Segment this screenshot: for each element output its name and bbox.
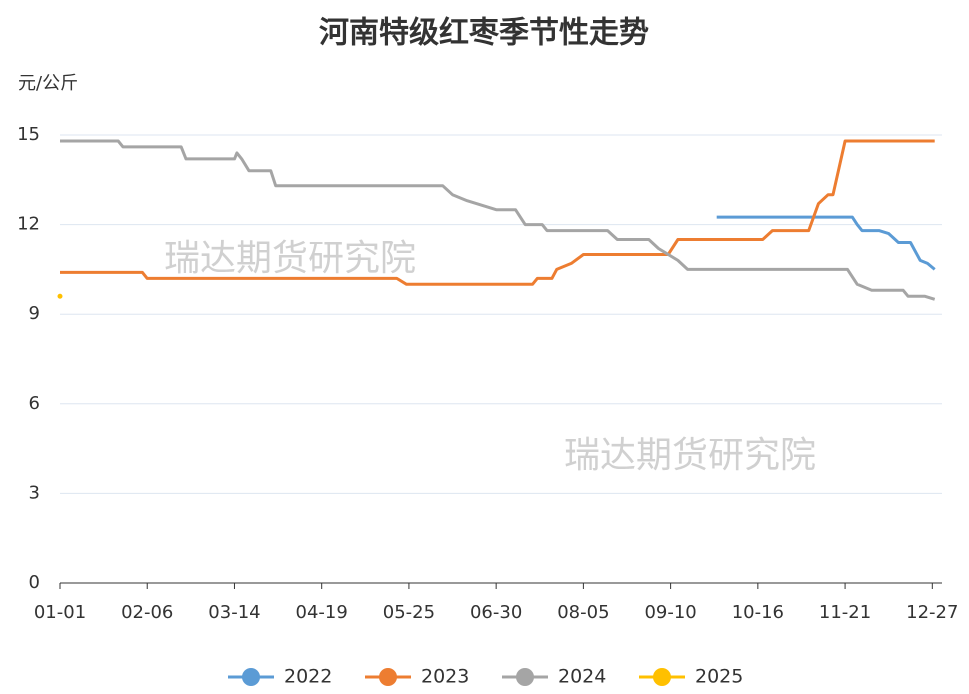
x-tick-label: 01-01 — [34, 602, 86, 623]
chart-title: 河南特级红枣季节性走势 — [319, 16, 649, 51]
y-tick-label: 9 — [29, 303, 40, 324]
series-line — [60, 139, 935, 286]
x-tick-label: 02-06 — [121, 602, 173, 623]
watermark: 瑞达期货研究院 — [564, 435, 816, 476]
legend-label: 2025 — [695, 666, 743, 688]
x-tick-label: 04-19 — [296, 602, 348, 623]
series-line — [60, 139, 936, 301]
x-tick-label: 10-16 — [732, 602, 784, 623]
legend-swatch — [516, 668, 534, 686]
x-tick-label: 11-21 — [819, 602, 871, 623]
legend-swatch — [653, 668, 671, 686]
legend-swatch — [242, 668, 260, 686]
x-tick-label: 12-27 — [906, 602, 958, 623]
watermark: 瑞达期货研究院 — [164, 238, 416, 279]
y-tick-label: 15 — [17, 124, 40, 145]
y-tick-label: 12 — [17, 214, 40, 235]
legend-label: 2024 — [558, 666, 606, 688]
y-tick-label: 0 — [29, 572, 40, 593]
legend-label: 2023 — [421, 666, 469, 688]
series-line — [716, 215, 936, 271]
x-tick-label: 06-30 — [470, 602, 522, 623]
x-tick-label: 08-05 — [557, 602, 609, 623]
legend-label: 2022 — [284, 666, 332, 688]
y-tick-label: 3 — [29, 482, 40, 503]
legend-swatch — [379, 668, 397, 686]
x-tick-label: 09-10 — [644, 602, 696, 623]
data-point — [57, 293, 63, 299]
y-tick-label: 6 — [29, 393, 40, 414]
x-tick-label: 05-25 — [383, 602, 435, 623]
y-axis-label: 元/公斤 — [18, 73, 78, 94]
x-tick-label: 03-14 — [208, 602, 260, 623]
